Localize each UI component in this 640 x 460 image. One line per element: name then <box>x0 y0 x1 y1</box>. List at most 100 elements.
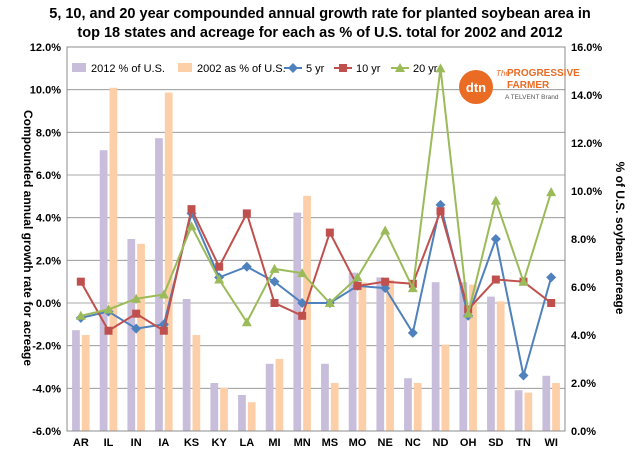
line-20yr <box>80 68 553 325</box>
point-20yr <box>463 308 474 318</box>
legend-marker <box>395 63 405 72</box>
x-tick-label: MO <box>349 437 367 449</box>
x-tick-label: NC <box>405 437 421 449</box>
legend-marker <box>339 64 347 72</box>
axes: -6.0% -4.0% -2.0% 0.0% 2.0% 4.0% 6.0% 8.0% 10.0%… <box>30 42 603 449</box>
bar-2012 <box>210 383 219 431</box>
bar-2012 <box>431 282 440 431</box>
point-5yr <box>490 234 501 244</box>
y-left-tick-label: 4.0% <box>36 213 61 225</box>
x-tick-label: IN <box>131 437 142 449</box>
point-10yr <box>132 309 141 318</box>
point-20yr <box>352 272 363 282</box>
bar-2012 <box>487 296 495 431</box>
point-20yr <box>407 283 418 293</box>
point-20yr <box>518 276 529 286</box>
bar-2002 <box>164 92 173 431</box>
legend-label: 5 yr <box>306 63 325 75</box>
legend-label: 2002 as % of U.S. <box>197 63 286 75</box>
bar-2002 <box>469 284 477 431</box>
point-5yr <box>131 323 142 334</box>
point-10yr <box>547 299 556 307</box>
bar-2002 <box>358 282 367 431</box>
line-5yr <box>80 204 553 376</box>
line-10yr <box>79 206 552 333</box>
bar-2002 <box>275 359 284 431</box>
bar-2012 <box>459 282 468 431</box>
x-tick-label: SD <box>488 437 503 449</box>
bar-2012 <box>321 363 329 431</box>
x-tick-label: IA <box>158 437 169 449</box>
x-tick-label: LA <box>239 437 254 449</box>
bar-2002 <box>247 402 256 431</box>
point-5yr <box>241 261 252 272</box>
point-20yr <box>269 263 280 273</box>
y-right-tick-label: 14.0% <box>571 90 602 102</box>
bar-2012 <box>72 330 80 431</box>
bar-2012 <box>404 378 412 431</box>
bar-2012 <box>155 138 163 431</box>
x-tick-label: OH <box>460 437 477 449</box>
y-left-tick-label: -2.0% <box>32 341 61 353</box>
logo-brand-sub: A TELVENT Brand <box>505 94 559 101</box>
y-left-tick-label: 0.0% <box>36 298 61 310</box>
x-tick-label: MI <box>268 437 280 449</box>
bar-2002 <box>413 383 422 431</box>
point-20yr <box>490 195 501 205</box>
bar-2012 <box>99 150 108 431</box>
x-tick-label: MN <box>294 437 311 449</box>
legend-swatch <box>72 63 86 72</box>
bar-2012 <box>376 277 385 431</box>
bar-2002 <box>524 392 533 431</box>
point-5yr <box>407 327 418 338</box>
bar-2012 <box>514 390 523 431</box>
point-10yr <box>159 326 168 335</box>
y-axis-right-label: % of U.S. soybean acreage <box>613 162 627 315</box>
y-right-tick-label: 6.0% <box>571 282 596 294</box>
x-tick-label: NE <box>378 437 393 449</box>
bar-2002 <box>220 387 228 431</box>
legend-label: 10 yr <box>356 63 381 75</box>
bar-2012 <box>542 375 551 431</box>
chart-title-line1: 5, 10, and 20 year compounded annual gro… <box>49 6 591 22</box>
point-5yr <box>269 276 280 287</box>
point-20yr <box>324 298 335 307</box>
point-10yr <box>76 277 85 286</box>
point-20yr <box>380 225 391 235</box>
logo-brand-line2: PROGRESSIVE <box>507 68 580 79</box>
x-tick-label: MS <box>322 437 339 449</box>
y-right-tick-label: 12.0% <box>571 138 602 150</box>
x-tick-label: KS <box>184 437 199 449</box>
point-20yr <box>158 289 169 299</box>
legend-swatch <box>178 63 192 72</box>
legend-label: 2012 % of U.S. <box>91 63 165 75</box>
x-tick-label: AR <box>73 437 89 449</box>
bar-2002 <box>441 344 450 431</box>
bar-2002 <box>386 279 394 431</box>
bar-2002 <box>109 87 118 432</box>
legend-marker <box>288 63 298 73</box>
bar-2012 <box>238 395 246 431</box>
bar-2002 <box>330 383 339 431</box>
point-10yr <box>381 277 390 286</box>
bar-2002 <box>496 301 505 431</box>
y-axis-left-label: Compounded annual growth rate for acreag… <box>21 110 35 366</box>
y-right-tick-label: 10.0% <box>571 186 602 198</box>
bar-2002 <box>303 195 311 431</box>
x-tick-label: TN <box>516 437 531 449</box>
y-left-tick-label: 2.0% <box>36 255 61 267</box>
x-tick-label: KY <box>212 437 228 449</box>
bar-2012 <box>182 299 191 431</box>
y-left-tick-label: 6.0% <box>36 170 61 182</box>
bar-2002 <box>192 335 201 431</box>
y-right-tick-label: 4.0% <box>571 330 596 342</box>
legend-label: 20 yr <box>413 63 438 75</box>
y-right-tick-label: 8.0% <box>571 234 596 246</box>
point-20yr <box>297 268 308 278</box>
logo-circle <box>459 70 493 104</box>
y-left-tick-label: -6.0% <box>32 426 61 438</box>
series-lines <box>75 63 557 381</box>
point-10yr <box>242 209 251 218</box>
chart-title-line2: top 18 states and acreage for each as % … <box>77 25 563 41</box>
